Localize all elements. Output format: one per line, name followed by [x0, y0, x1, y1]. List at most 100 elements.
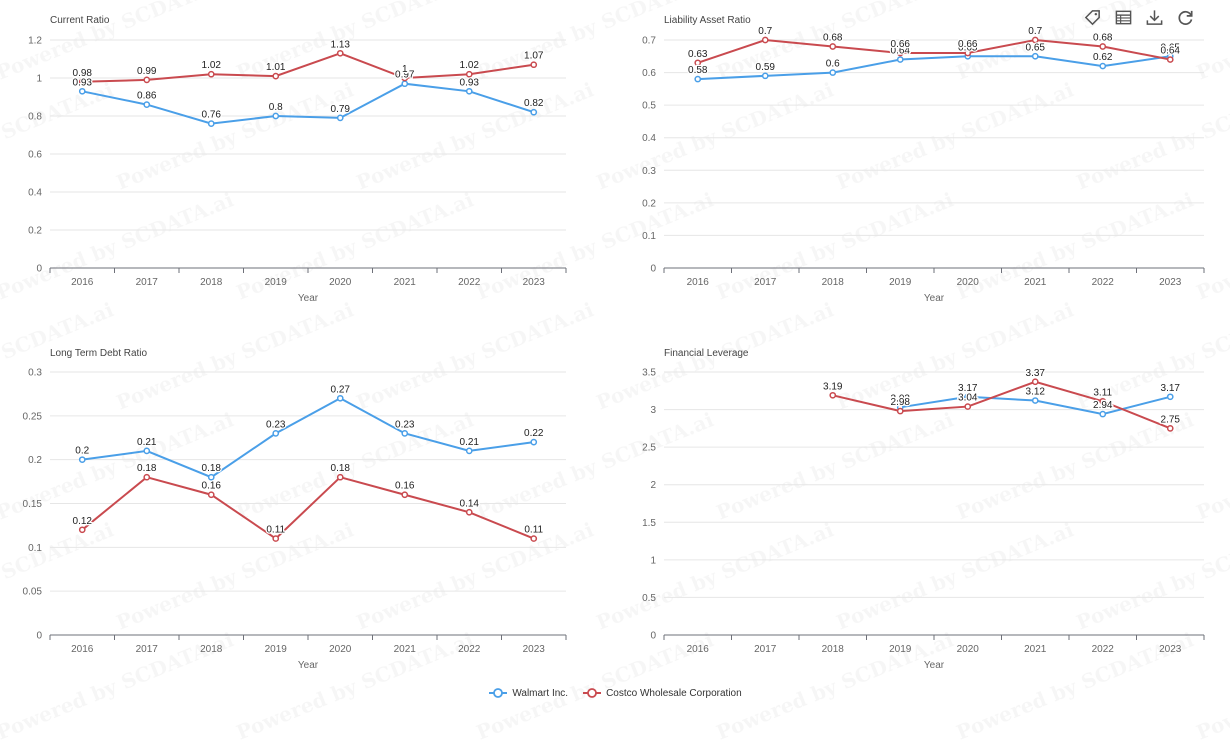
data-point[interactable] — [964, 393, 972, 401]
tag-icon — [1084, 9, 1100, 25]
data-point[interactable] — [143, 447, 151, 455]
data-point[interactable] — [336, 394, 344, 402]
data-point[interactable] — [1099, 410, 1107, 418]
data-point[interactable] — [401, 430, 409, 437]
data-point[interactable] — [336, 114, 344, 122]
data-point[interactable] — [829, 43, 837, 50]
data-point[interactable] — [207, 473, 215, 481]
y-tick-label: 0.15 — [23, 499, 43, 510]
data-point[interactable] — [694, 75, 702, 83]
data-point[interactable] — [896, 49, 904, 57]
legend-marker-icon — [583, 688, 602, 698]
save-image-button[interactable] — [1143, 6, 1165, 28]
data-point[interactable] — [694, 59, 702, 67]
data-point[interactable] — [272, 112, 280, 120]
y-tick-label: 0.3 — [642, 166, 656, 177]
y-tick-label: 2.5 — [642, 443, 656, 454]
data-point[interactable] — [465, 508, 473, 516]
data-label: 0.93 — [460, 77, 480, 88]
data-point[interactable] — [272, 430, 280, 437]
data-point[interactable] — [336, 473, 344, 481]
data-label: 0.7 — [758, 26, 772, 37]
data-label: 0.18 — [137, 463, 157, 474]
data-point[interactable] — [272, 72, 280, 80]
data-label: 0.16 — [202, 481, 222, 492]
data-point[interactable] — [143, 473, 151, 481]
data-point[interactable] — [78, 78, 86, 86]
data-point[interactable] — [401, 74, 409, 82]
data-label: 0.7 — [1028, 26, 1042, 37]
data-label: 1 — [402, 64, 408, 75]
data-point[interactable] — [78, 87, 86, 95]
data-point[interactable] — [829, 391, 837, 399]
data-point[interactable] — [143, 76, 151, 84]
y-tick-label: 0.8 — [28, 112, 42, 123]
data-label: 0.65 — [958, 42, 978, 53]
y-tick-label: 0 — [650, 631, 656, 642]
y-tick-label: 1.5 — [642, 518, 656, 529]
data-point[interactable] — [1166, 56, 1174, 63]
data-point[interactable] — [1099, 397, 1107, 405]
data-label: 2.75 — [1161, 414, 1181, 425]
legend-item-walmart[interactable]: Walmart Inc. — [488, 686, 568, 700]
data-point[interactable] — [272, 535, 280, 542]
data-point[interactable] — [530, 61, 538, 69]
data-point[interactable] — [829, 69, 837, 76]
data-point[interactable] — [761, 36, 769, 44]
x-tick-label: 2020 — [329, 644, 352, 655]
data-view-button[interactable] — [1112, 6, 1134, 28]
data-point[interactable] — [1031, 397, 1039, 404]
data-point[interactable] — [78, 456, 86, 464]
data-point[interactable] — [401, 491, 409, 499]
data-label: 0.21 — [137, 437, 157, 448]
data-point[interactable] — [1031, 52, 1039, 60]
y-tick-label: 1.2 — [28, 36, 42, 47]
y-tick-label: 0 — [36, 631, 42, 642]
data-point[interactable] — [1099, 43, 1107, 50]
x-tick-label: 2017 — [754, 277, 777, 288]
x-tick-label: 2019 — [889, 277, 912, 288]
y-tick-label: 0.2 — [28, 226, 42, 237]
x-tick-label: 2018 — [200, 644, 223, 655]
data-point[interactable] — [964, 49, 972, 57]
legend-item-costco[interactable]: Costco Wholesale Corporation — [582, 686, 742, 700]
y-tick-label: 1 — [36, 74, 42, 85]
data-point[interactable] — [207, 70, 215, 78]
data-point[interactable] — [465, 87, 473, 95]
data-point[interactable] — [401, 80, 409, 88]
data-point[interactable] — [1031, 36, 1039, 44]
y-tick-label: 0.1 — [28, 543, 42, 554]
data-point[interactable] — [530, 535, 538, 542]
data-point[interactable] — [530, 108, 538, 116]
data-point[interactable] — [964, 403, 972, 410]
tag-button[interactable] — [1081, 6, 1103, 28]
data-point[interactable] — [465, 70, 473, 78]
data-point[interactable] — [143, 101, 151, 108]
x-tick-label: 2020 — [957, 277, 980, 288]
restore-button[interactable] — [1174, 6, 1196, 28]
data-point[interactable] — [896, 407, 904, 415]
chart-panel-2: Liability Asset Ratio 0 0.1 0.2 0.3 0.4 0.5 0.6… — [642, 15, 1205, 304]
data-label: 1.02 — [202, 60, 222, 71]
data-point[interactable] — [1031, 378, 1039, 386]
data-point[interactable] — [1166, 393, 1174, 401]
x-tick-label: 2016 — [71, 277, 94, 288]
download-icon — [1146, 9, 1162, 25]
data-point[interactable] — [761, 72, 769, 80]
data-point[interactable] — [1099, 62, 1107, 70]
x-tick-label: 2019 — [265, 644, 288, 655]
data-point[interactable] — [465, 447, 473, 455]
data-label: 0.62 — [1093, 52, 1113, 63]
legend-label: Costco Wholesale Corporation — [606, 687, 742, 699]
data-point[interactable] — [78, 526, 86, 534]
data-point[interactable] — [1166, 425, 1174, 432]
data-label: 0.16 — [395, 481, 415, 492]
data-point[interactable] — [207, 120, 215, 127]
data-point[interactable] — [207, 491, 215, 499]
data-point[interactable] — [336, 49, 344, 57]
y-tick-label: 0.5 — [642, 593, 656, 604]
data-point[interactable] — [896, 56, 904, 63]
y-tick-label: 0.3 — [28, 368, 42, 379]
data-point[interactable] — [530, 438, 538, 446]
